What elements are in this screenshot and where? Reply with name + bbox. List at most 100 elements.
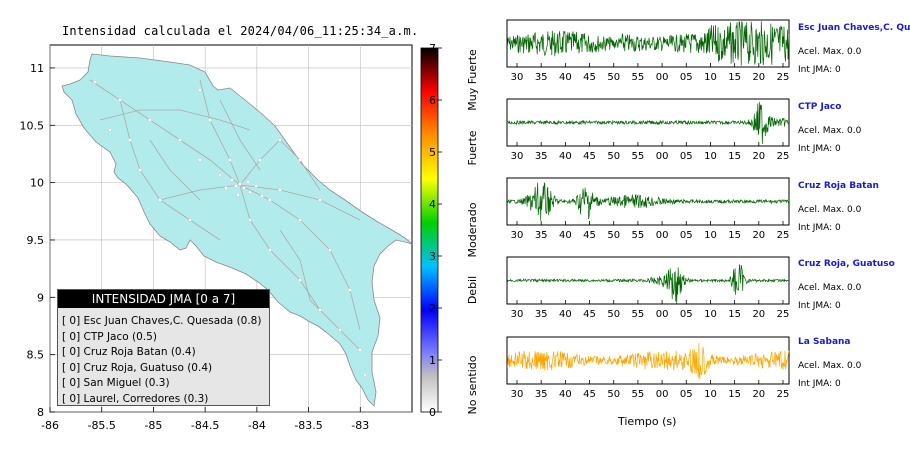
town-marker <box>128 138 132 142</box>
waveform-tick-label: 05 <box>680 309 693 320</box>
waveform-tick-label: 50 <box>607 309 620 320</box>
town-marker <box>148 118 152 122</box>
town-marker <box>298 218 302 222</box>
waveform-tick-label: 40 <box>559 309 572 320</box>
town-marker <box>318 198 322 202</box>
town-marker <box>268 198 272 202</box>
town-marker <box>108 128 112 132</box>
town-marker <box>328 248 332 252</box>
colorbar-tick-label: 3 <box>429 250 436 263</box>
waveform-tick-label: 45 <box>583 72 596 83</box>
waveform-tick-label: 00 <box>656 151 669 162</box>
station-name: CTP Jaco <box>798 102 842 112</box>
map-y-tick-label: 10 <box>30 177 44 190</box>
colorbar-class-label: Muy Fuerte <box>466 49 479 111</box>
town-marker <box>238 182 242 186</box>
waveform-tick-label: 00 <box>656 389 669 400</box>
town-marker <box>218 173 222 177</box>
station-name: Cruz Roja Batan <box>798 181 879 191</box>
map-x-tick-label: -86 <box>41 419 59 432</box>
waveform-tick-label: 50 <box>607 389 620 400</box>
map-y-tick-label: 8.5 <box>27 349 45 362</box>
town-marker <box>242 186 246 190</box>
map-x-tick-label: -85.5 <box>87 419 115 432</box>
waveform-tick-label: 30 <box>511 151 524 162</box>
map-y-tick-label: 11 <box>30 62 44 75</box>
colorbar-tick-label: 5 <box>429 146 436 159</box>
town-marker <box>248 190 252 194</box>
colorbar-tick-label: 1 <box>429 354 436 367</box>
colorbar-tick-label: 4 <box>429 198 436 211</box>
map-x-tick-label: -83 <box>351 419 369 432</box>
waveform-tick-label: 45 <box>583 309 596 320</box>
waveform-tick-label: 15 <box>728 151 741 162</box>
town-marker <box>248 218 252 222</box>
town-marker <box>358 348 362 352</box>
waveform-tick-label: 40 <box>559 389 572 400</box>
waveform-plot: 30 35 40 45 50 55 00 05 10 15 20 25 <box>506 98 790 162</box>
waveform-tick-label: 25 <box>777 389 790 400</box>
waveform-tick-label: 40 <box>559 151 572 162</box>
waveform-tick-label: 35 <box>535 72 548 83</box>
waveform-tick-label: 25 <box>777 230 790 241</box>
station-jma-intensity: Int JMA: 0 <box>798 223 841 233</box>
map-y-tick-label: 10.5 <box>20 119 45 132</box>
town-marker <box>228 158 232 162</box>
waveform-tick-label: 25 <box>777 151 790 162</box>
legend-item: [ 0] Laurel, Corredores (0.3) <box>62 392 209 405</box>
waveform-tick-label: 20 <box>752 151 765 162</box>
town-marker <box>224 186 228 190</box>
town-marker <box>260 194 264 198</box>
map-x-tick-label: -84 <box>248 419 266 432</box>
waveform-tick-label: 05 <box>680 72 693 83</box>
waveform-tick-label: 45 <box>583 230 596 241</box>
waveform-tick-label: 05 <box>680 389 693 400</box>
costa-rica-land <box>61 53 413 407</box>
colorbar-tick-label: 7 <box>429 42 436 55</box>
town-marker <box>246 180 250 184</box>
colorbar-tick-label: 6 <box>429 94 436 107</box>
waveform-tick-label: 30 <box>511 230 524 241</box>
colorbar-class-label: Debil <box>466 276 479 304</box>
town-marker <box>254 184 258 188</box>
waveform-tick-label: 30 <box>511 309 524 320</box>
colorbar-tick-label: 0 <box>429 406 436 419</box>
legend-item: [ 0] San Miguel (0.3) <box>62 377 170 389</box>
waveform-tick-label: 40 <box>559 72 572 83</box>
town-marker <box>318 308 322 312</box>
town-marker <box>338 328 342 332</box>
waveform-tick-label: 25 <box>777 309 790 320</box>
town-marker <box>298 278 302 282</box>
town-marker <box>188 218 192 222</box>
legend-list: [ 0] Esc Juan Chaves,C. Quesada (0.8) [ 0… <box>58 314 269 407</box>
colorbar-ticks: 0 1 2 3 4 5 6 7 <box>429 42 442 419</box>
waveform-plot: 30 35 40 45 50 55 00 05 10 15 20 25 <box>506 336 790 400</box>
station-acel-max: Acel. Max. 0.0 <box>798 205 862 215</box>
map-y-tick-label: 9.5 <box>27 234 45 247</box>
waveform-tick-label: 30 <box>511 389 524 400</box>
waveform-plot: 30 35 40 45 50 55 00 05 10 15 20 25 <box>506 19 790 83</box>
station-jma-intensity: Int JMA: 0 <box>798 379 841 389</box>
town-marker <box>198 88 202 92</box>
waveform-tick-label: 15 <box>728 389 741 400</box>
waveform-tick-label: 25 <box>777 72 790 83</box>
colorbar-class-label: No sentido <box>466 355 479 414</box>
waveform-tick-label: 05 <box>680 230 693 241</box>
legend-item: [ 0] Cruz Roja, Guatuso (0.4) <box>62 361 213 374</box>
town-marker <box>363 373 367 377</box>
town-marker <box>258 158 262 162</box>
waveform-trace <box>507 264 790 305</box>
station-name: La Sabana <box>798 337 851 347</box>
waveform-tick-label: 20 <box>752 309 765 320</box>
waveform-tick-label: 50 <box>607 72 620 83</box>
station-jma-intensity: Int JMA: 0 <box>798 144 841 154</box>
map-x-tick-label: -83.5 <box>294 419 322 432</box>
colorbar-tick-label: 2 <box>429 302 436 315</box>
intensity-colorbar: 0 1 2 3 4 5 6 7 No sentido Debil Moderado Fuerte Mu… <box>420 42 479 419</box>
town-marker <box>178 138 182 142</box>
waveform-tick-label: 55 <box>632 230 645 241</box>
waveform-trace <box>506 21 790 66</box>
waveform-frame <box>506 177 790 226</box>
town-marker <box>236 193 240 197</box>
waveform-tick-label: 20 <box>752 389 765 400</box>
